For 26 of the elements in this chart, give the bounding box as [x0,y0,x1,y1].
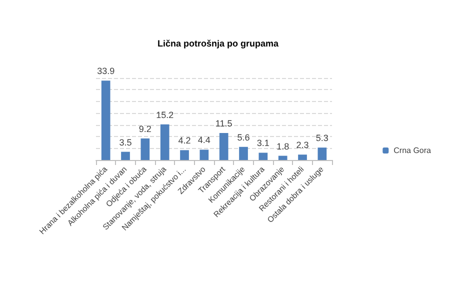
bar [258,152,268,160]
bar [180,150,189,160]
legend-label: Crna Gora [394,146,432,155]
data-label: 5.3 [316,133,328,144]
bar [121,152,130,160]
chart-title: Lična potrošnja po grupama [157,38,280,48]
data-label: 15.2 [156,110,174,120]
bar [278,156,288,160]
data-label: 2.3 [296,140,309,150]
bar [200,150,209,160]
data-label: 4.4 [198,135,210,146]
bar [298,154,307,160]
data-label: 5.6 [237,132,250,142]
data-label: 11.5 [215,118,232,129]
data-label: 9.2 [138,124,152,134]
bar [219,133,228,160]
bar [239,146,248,160]
bar [140,138,150,160]
data-label: 4.2 [178,136,191,146]
data-label: 3.1 [256,138,270,148]
bar [318,148,327,160]
bar [160,124,170,160]
data-label: 33.9 [97,66,115,76]
bar [101,80,110,160]
data-label: 3.5 [119,137,132,148]
data-label: 1.8 [276,141,290,152]
